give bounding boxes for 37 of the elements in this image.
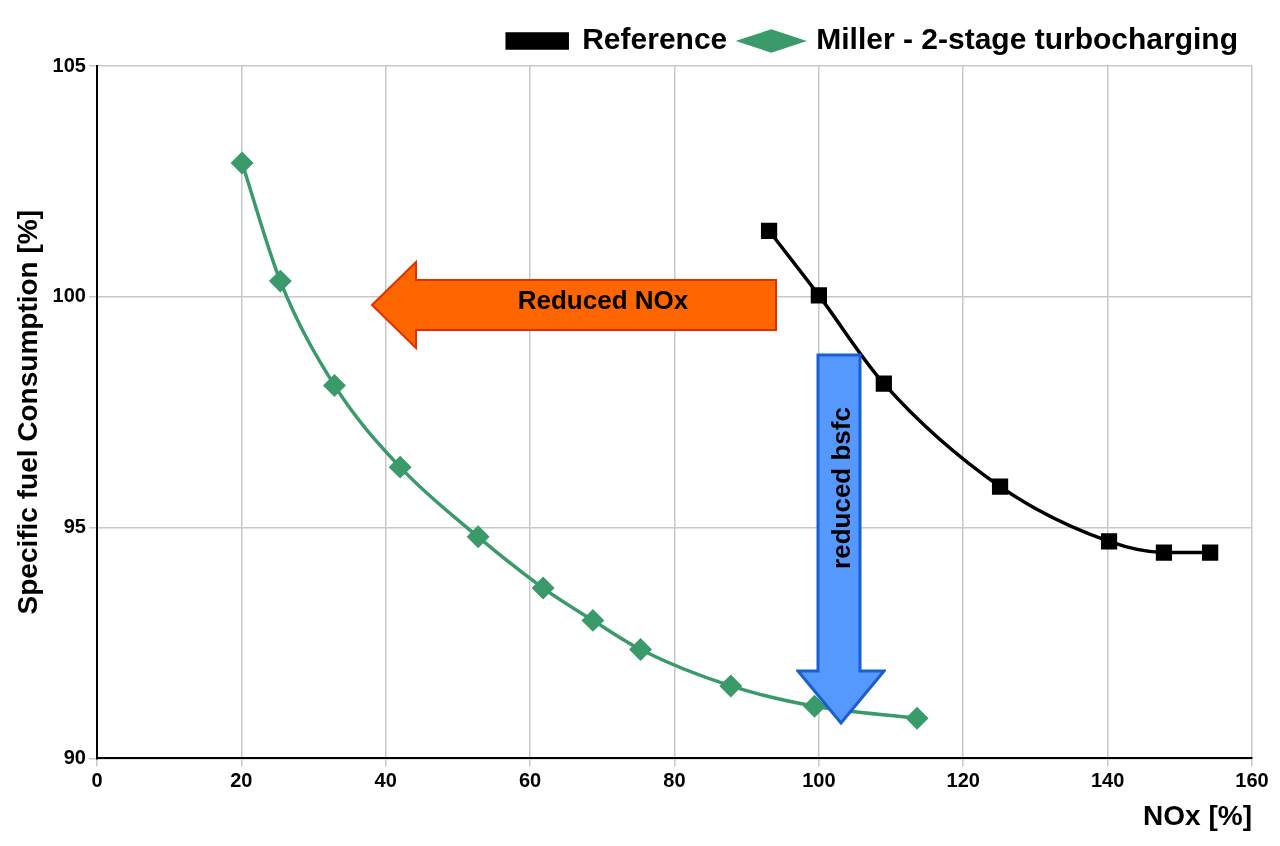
point: [803, 695, 826, 717]
point: [760, 222, 778, 239]
x-tick-label: 100: [802, 768, 836, 791]
x-tick-label: 60: [518, 768, 542, 791]
y-tick-label: 90: [63, 745, 86, 768]
point: [389, 456, 411, 478]
y-axis-title: Specific fuel Consumption [%]: [11, 209, 43, 615]
point: [720, 675, 742, 697]
point: [629, 638, 652, 661]
point: [532, 577, 554, 599]
x-tick-label: 80: [663, 768, 686, 791]
x-tick-label: 160: [1235, 768, 1269, 791]
point: [467, 526, 489, 548]
legend-label: Miller - 2-stage turbocharging: [816, 22, 1238, 56]
x-tick-label: 0: [91, 768, 103, 791]
point: [1202, 544, 1219, 561]
x-tick-label: 140: [1090, 768, 1125, 791]
point: [231, 152, 253, 174]
point: [323, 374, 346, 397]
x-tick-label: 120: [946, 768, 980, 791]
y-tick-label: 105: [52, 53, 86, 76]
point: [906, 707, 928, 729]
annotation: reduced bsfc: [825, 407, 857, 569]
point: [269, 270, 292, 292]
point: [810, 287, 827, 304]
point: [875, 375, 892, 392]
point: [1155, 544, 1173, 561]
y-tick-label: 100: [52, 284, 86, 307]
point: [1100, 533, 1118, 550]
y-tick-label: 95: [63, 515, 86, 538]
x-tick-label: 20: [230, 768, 253, 791]
x-axis-title: NOx [%]: [1143, 799, 1252, 831]
legend-label: Reference: [582, 22, 728, 56]
point: [991, 478, 1009, 495]
annotation: Reduced NOx: [516, 285, 690, 316]
x-tick-label: 40: [374, 768, 397, 791]
point: [582, 609, 604, 632]
